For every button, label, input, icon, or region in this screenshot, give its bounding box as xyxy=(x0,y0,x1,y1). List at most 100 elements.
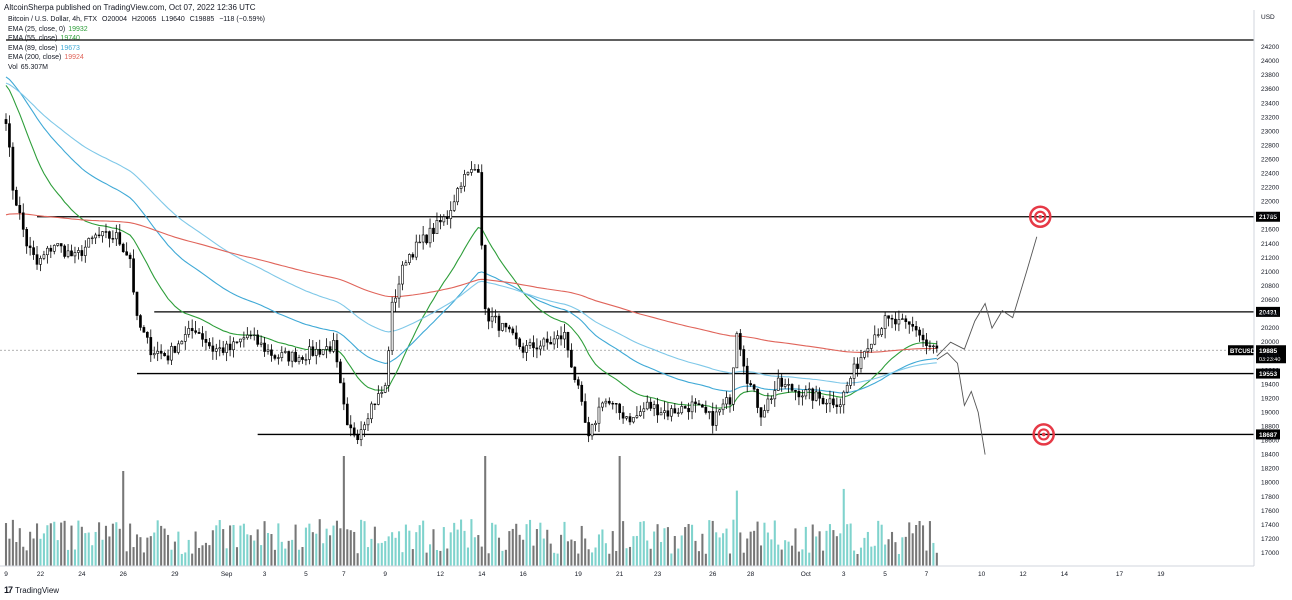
candle-body xyxy=(497,315,501,331)
price-tick-label: 18600 xyxy=(1261,438,1279,445)
volume-bar xyxy=(266,532,270,566)
volume-bar xyxy=(456,529,459,566)
volume-bar xyxy=(98,522,101,566)
candle-body xyxy=(97,234,101,237)
candle-body xyxy=(797,390,801,398)
volume-bar xyxy=(208,545,211,566)
level-price-tag xyxy=(1256,211,1280,222)
candle-body xyxy=(728,397,732,405)
volume-bar xyxy=(132,547,135,566)
volume-bar xyxy=(184,552,187,566)
volume-bar xyxy=(518,534,521,566)
volume-bar xyxy=(704,553,707,566)
volume-bar xyxy=(280,541,283,566)
volume-bar xyxy=(759,545,763,566)
candle-body xyxy=(80,250,84,256)
candle-body xyxy=(501,322,504,331)
tradingview-brand[interactable]: 17 TradingView xyxy=(4,585,59,595)
volume-bar xyxy=(794,528,797,566)
volume-bar xyxy=(118,528,121,566)
candle-body xyxy=(632,417,635,423)
candle-body xyxy=(528,342,532,346)
candle-body xyxy=(556,335,559,340)
candle-body xyxy=(159,350,163,354)
candle-body xyxy=(352,427,356,436)
legend-ema89[interactable]: EMA (89, close) 19673 xyxy=(8,44,268,54)
volume-bar xyxy=(653,531,656,566)
ema-89-line xyxy=(5,82,937,384)
price-tick-label: 18800 xyxy=(1261,423,1279,430)
ema-lines xyxy=(5,76,937,409)
volume-bar xyxy=(728,553,732,566)
legend-volume-value: 65.307M xyxy=(20,63,48,71)
candle-body xyxy=(380,392,384,394)
volume-bar xyxy=(329,535,332,566)
candle-body xyxy=(466,172,470,175)
volume-bar xyxy=(46,525,49,566)
volume-bar xyxy=(749,531,752,566)
candle-body xyxy=(366,418,370,426)
volume-bar xyxy=(339,528,342,566)
candle-body xyxy=(890,317,894,320)
volume-bar xyxy=(415,532,418,566)
legend-ema200[interactable]: EMA (200, close) 19924 xyxy=(8,53,268,63)
volume-bar xyxy=(753,530,756,566)
candle-body xyxy=(197,332,201,334)
candle-body xyxy=(301,357,304,360)
volume-bar xyxy=(104,525,108,566)
volume-bar xyxy=(756,521,759,566)
volume-bar xyxy=(401,552,404,566)
volume-bar xyxy=(170,549,173,566)
volume-bar xyxy=(239,525,242,566)
candle-body xyxy=(421,234,425,243)
candle-body xyxy=(914,326,918,331)
candle-body xyxy=(821,397,825,405)
time-tick-label: 21 xyxy=(616,571,624,578)
volume-bar xyxy=(673,535,676,566)
volume-bar xyxy=(718,537,721,566)
candle-body xyxy=(814,391,818,401)
candle-body xyxy=(325,346,328,350)
axis-currency: USD xyxy=(1261,14,1275,21)
axes: 17000 17200 17400 17600 17800 18000 18200 18400… xyxy=(0,10,1279,578)
legend-close: C19885 xyxy=(189,16,215,23)
volume-bar xyxy=(904,536,907,566)
candle-body xyxy=(904,318,908,322)
volume-bar xyxy=(177,531,180,566)
target-icon-inner xyxy=(1037,428,1050,441)
volume-bar xyxy=(211,530,214,566)
legend-volume[interactable]: Vol 65.307M xyxy=(8,63,268,73)
legend-ema200-label: EMA (200, close) xyxy=(8,54,62,61)
candle-body xyxy=(576,379,580,386)
candle-body xyxy=(311,346,315,356)
volume-bar xyxy=(618,456,621,566)
candle-body xyxy=(149,337,153,356)
candle-body xyxy=(766,398,770,411)
volume-bar xyxy=(387,536,390,566)
volume-bar xyxy=(922,525,925,566)
horizontal-levels: 21785 20431 19553 18687 BTCUSD 19885 03:23:40 xyxy=(0,39,1286,440)
volume-bar xyxy=(649,548,652,566)
volume-bar xyxy=(149,536,152,566)
price-tick-label: 20000 xyxy=(1261,339,1279,346)
volume-bar xyxy=(666,527,669,566)
candle-body xyxy=(683,406,687,409)
candle-body xyxy=(204,338,208,343)
candle-body xyxy=(121,243,125,253)
volume-bar xyxy=(325,528,328,566)
candle-body xyxy=(287,351,291,362)
volume-bar xyxy=(560,534,563,566)
candle-body xyxy=(15,189,18,206)
candle-body xyxy=(732,367,735,405)
volume-bar xyxy=(332,525,335,566)
legend-ema25[interactable]: EMA (25, close, 0) 19932 xyxy=(8,25,268,35)
price-tick-label: 21400 xyxy=(1261,241,1279,248)
legend-symbol[interactable]: Bitcoin / U.S. Dollar, 4h, FTX xyxy=(8,16,98,23)
candle-body xyxy=(573,366,577,380)
legend-ema55[interactable]: EMA (55, close) 19740 xyxy=(8,34,268,44)
volume-bar xyxy=(822,550,825,566)
candle-body xyxy=(25,229,29,247)
candle-body xyxy=(604,400,608,404)
candle-body xyxy=(663,410,666,413)
